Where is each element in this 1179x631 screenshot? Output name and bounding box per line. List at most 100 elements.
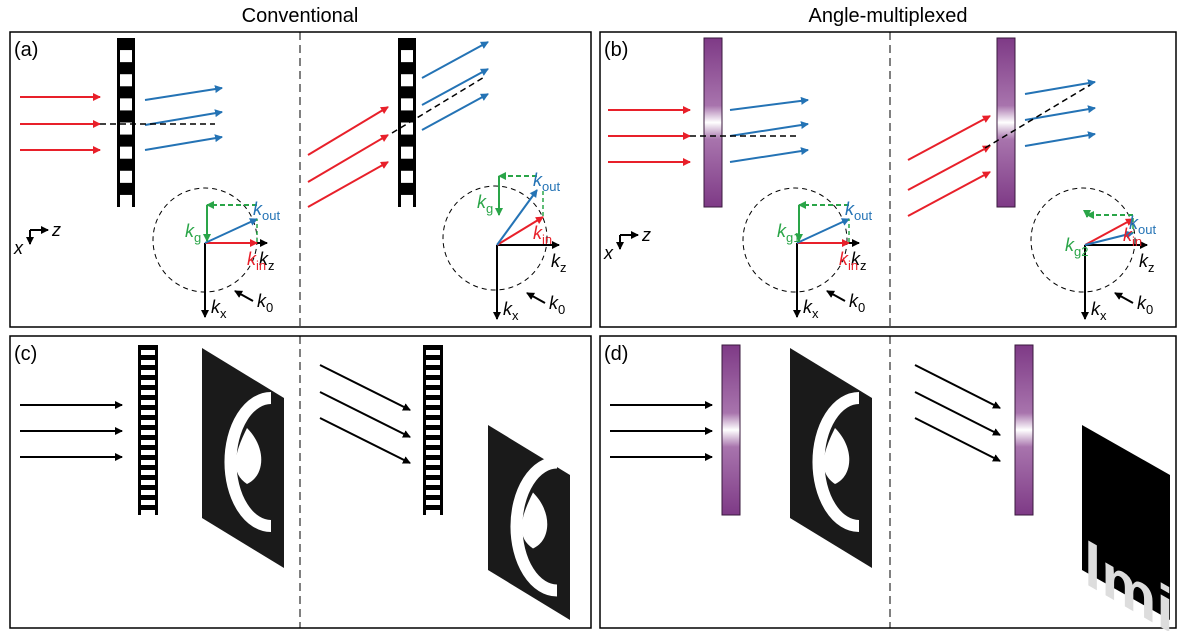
coord-label: x: [603, 243, 614, 263]
arrow: [915, 392, 1000, 435]
grating-slit: [141, 390, 155, 395]
grating: [722, 345, 740, 515]
vector-subscript: 0: [266, 300, 273, 315]
grating-slit: [401, 195, 413, 207]
grating-slit: [401, 171, 413, 183]
arrow: [308, 107, 388, 155]
grating-slit: [141, 490, 155, 495]
grating-slit: [426, 380, 440, 385]
axis-label: k0: [1137, 293, 1153, 317]
arrow: [527, 293, 545, 303]
grating-slit: [426, 360, 440, 365]
grating-slit: [141, 510, 155, 515]
arrow: [308, 162, 388, 207]
axis-label: kx: [1091, 299, 1107, 323]
grating-slit: [426, 350, 440, 355]
arrow: [320, 418, 410, 463]
vector-subscript: out: [262, 208, 280, 223]
vector-subscript: 0: [858, 300, 865, 315]
grating-slit: [141, 480, 155, 485]
grating-slit: [141, 430, 155, 435]
vector-subscript: x: [220, 306, 227, 321]
vector-subscript: x: [1100, 308, 1107, 323]
grating: [704, 38, 722, 207]
axis-label: kz: [1139, 251, 1155, 275]
axis-label: k0: [849, 291, 865, 315]
panel-label: (b): [604, 39, 628, 61]
grating: [997, 38, 1015, 207]
panel-label: (a): [14, 39, 38, 61]
grating-slit: [141, 450, 155, 455]
vector-subscript: z: [1148, 260, 1155, 275]
vector-subscript: out: [542, 179, 560, 194]
arrow: [320, 392, 410, 437]
grating-slit: [141, 440, 155, 445]
vector-subscript: in: [848, 258, 858, 273]
column-header: Angle-multiplexed: [809, 5, 968, 27]
k-sphere: [1031, 188, 1135, 292]
column-header: Conventional: [242, 5, 359, 27]
vector-subscript: g: [194, 230, 201, 245]
grating-slit: [426, 410, 440, 415]
arrow: [145, 137, 222, 150]
arrow: [422, 42, 488, 78]
vector-subscript: x: [512, 308, 519, 323]
vector-subscript: g2: [1074, 244, 1088, 259]
arrow: [915, 418, 1000, 461]
k-sphere: [443, 186, 547, 290]
grating: [1015, 345, 1033, 515]
arrow: [145, 88, 222, 100]
vector-subscript: in: [256, 258, 266, 273]
arrow: [915, 365, 1000, 408]
grating-slit: [426, 490, 440, 495]
grating-slit: [141, 350, 155, 355]
grating-slit: [426, 470, 440, 475]
grating-slit: [426, 430, 440, 435]
arrow: [308, 135, 388, 182]
grating-slit: [401, 50, 413, 62]
axis-label: kx: [503, 299, 519, 323]
vector-subscript: z: [860, 258, 867, 273]
grating-slit: [120, 50, 132, 62]
arrow: [730, 150, 808, 162]
figure: Conventional Angle-multiplexed (a) (b) (…: [0, 0, 1179, 631]
arrow: [1025, 108, 1095, 120]
panel-frame: [600, 32, 1176, 327]
vector-subscript: 0: [1146, 302, 1153, 317]
grating-slit: [120, 195, 132, 207]
vector-subscript: in: [542, 232, 552, 247]
axis-label: k0: [257, 291, 273, 315]
arrow: [205, 219, 257, 243]
vector-label: kg1: [777, 221, 800, 245]
grating-slit: [426, 480, 440, 485]
grating-slit: [141, 380, 155, 385]
grating-slit: [401, 147, 413, 159]
grating-slit: [141, 420, 155, 425]
vector-subscript: z: [560, 260, 567, 275]
arrow: [730, 124, 808, 136]
grating-slit: [426, 420, 440, 425]
arrow: [320, 365, 410, 410]
grating-slit: [426, 500, 440, 505]
axis-label: kz: [551, 251, 567, 275]
grating-slit: [426, 460, 440, 465]
coord-label: x: [13, 238, 24, 258]
grating-slit: [401, 98, 413, 110]
grating-slit: [426, 400, 440, 405]
vector-subscript: g: [486, 201, 493, 216]
axis-label: kx: [803, 297, 819, 321]
panel-label: (d): [604, 343, 628, 365]
grating-slit: [426, 440, 440, 445]
vector-subscript: out: [854, 208, 872, 223]
coord-label: z: [51, 220, 61, 240]
arrow: [797, 219, 849, 243]
arrow: [145, 112, 222, 125]
grating-slit: [120, 147, 132, 159]
arrow: [1115, 293, 1133, 303]
grating-slit: [141, 500, 155, 505]
grating-slit: [120, 74, 132, 86]
grating-slit: [426, 390, 440, 395]
grating-slit: [141, 360, 155, 365]
grating-slit: [426, 510, 440, 515]
grating-slit: [141, 470, 155, 475]
